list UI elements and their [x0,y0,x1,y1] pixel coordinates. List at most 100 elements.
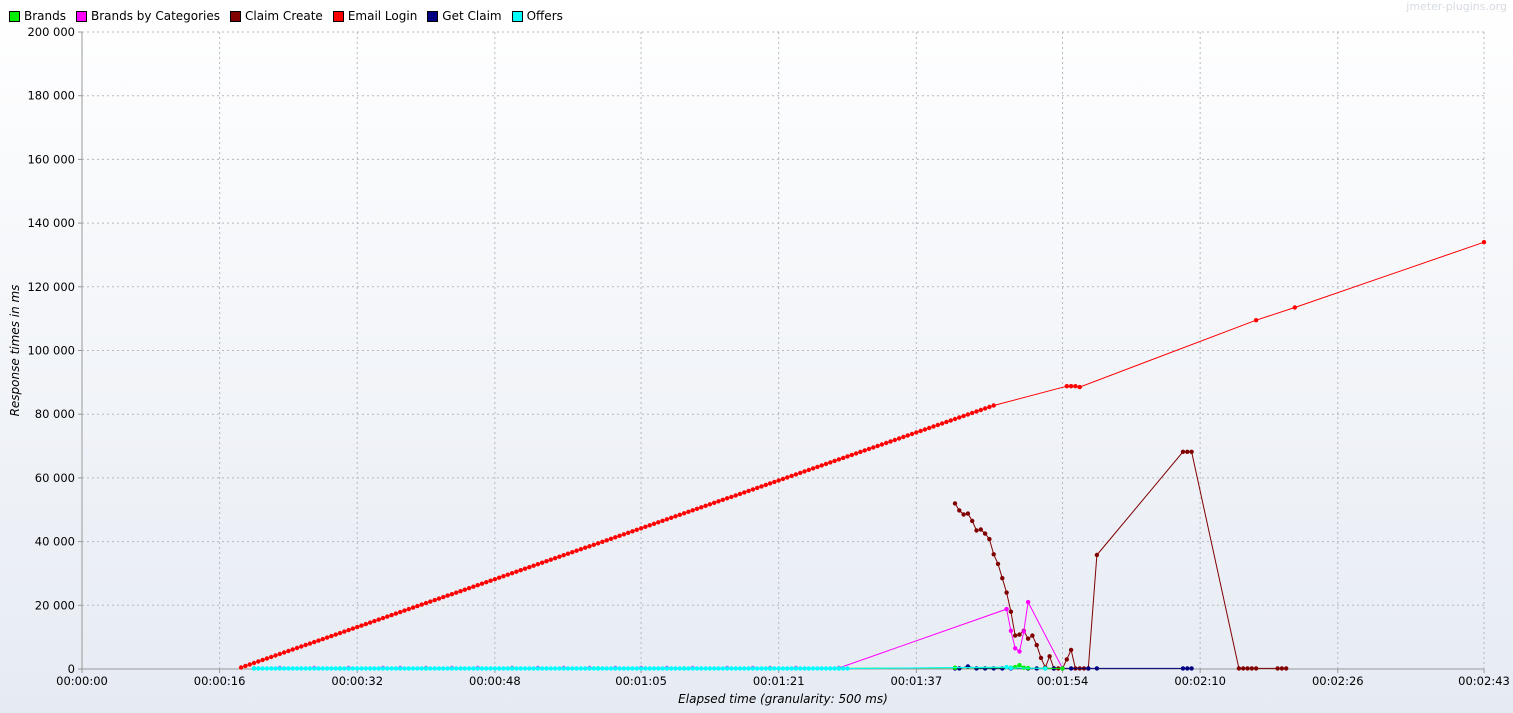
data-point-email-login [884,440,889,446]
data-point-offers [398,666,403,671]
data-point-email-login [810,466,816,471]
y-tick-label: 60 000 [35,471,75,485]
data-point-email-login [733,493,738,498]
watermark: jmeter-plugins.org [1406,0,1507,13]
data-point-email-login [393,611,399,616]
data-point-email-login [299,644,304,649]
data-point-offers [260,666,265,671]
data-point-email-login [445,593,450,598]
data-point-email-login [247,662,252,667]
y-tick-label: 120 000 [27,280,75,294]
data-point-email-login [527,565,532,570]
data-point-email-login [767,481,773,486]
data-point-email-login [342,629,347,634]
data-point-email-login [488,578,493,583]
data-point-get-claim [1185,666,1190,671]
data-point-offers [406,666,411,671]
data-point-offers [376,666,381,671]
series-line-claim-create [954,451,1287,669]
data-point-email-login [686,509,691,514]
data-point-email-login [277,651,282,657]
data-point-email-login [750,487,756,492]
data-point-claim-create [1236,666,1242,671]
data-point-email-login [656,520,661,525]
data-point-email-login [939,421,945,426]
data-point-offers [729,666,734,671]
data-point-offers [578,666,584,671]
data-point-offers [466,666,472,671]
data-point-claim-create [982,531,988,536]
data-point-email-login [677,512,682,517]
data-point-offers [832,666,837,671]
data-point-email-login [982,406,988,411]
data-point-offers [312,666,317,671]
data-point-offers [570,666,575,671]
data-point-email-login [1253,318,1259,323]
data-point-offers [497,666,502,671]
legend-swatch [9,10,20,22]
data-point-email-login [600,539,605,544]
data-point-offers [613,666,618,671]
data-point-email-login [350,626,356,631]
data-point-email-login [471,584,476,589]
data-point-email-login [561,553,566,558]
data-point-offers [776,666,781,671]
data-point-offers [634,666,639,671]
data-point-email-login [303,642,308,648]
data-point-email-login [724,496,730,501]
data-point-email-login [281,650,287,655]
data-point-offers [755,666,760,671]
data-point-offers [617,666,622,671]
data-point-email-login [755,485,760,491]
data-point-email-login [522,566,528,571]
data-point-email-login [815,464,820,470]
data-point-offers [724,666,730,671]
data-point-email-login [565,551,571,556]
data-point-offers [742,666,747,671]
data-point-email-login [1064,384,1070,389]
data-point-email-login [1481,240,1487,245]
data-point-email-login [320,636,325,642]
data-point-email-login [535,562,541,567]
data-point-offers [385,666,390,671]
data-point-offers [329,666,334,671]
data-point-claim-create [961,512,966,517]
legend-label: Get Claim [442,9,502,23]
data-point-email-login [316,638,321,643]
data-point-offers [737,666,743,671]
data-point-offers [600,666,605,671]
data-point-claim-create [1185,449,1190,454]
data-point-email-login [458,589,463,594]
data-point-offers [359,666,364,671]
data-point-offers [703,666,708,671]
data-point-claim-create [1284,666,1289,671]
data-point-offers [647,666,652,671]
data-point-email-login [385,614,390,619]
data-point-offers [759,666,764,671]
data-point-email-login [462,587,467,592]
data-point-email-login [505,572,510,577]
data-point-email-login [707,502,713,507]
data-point-claim-create [995,561,1001,567]
data-point-offers [522,666,528,671]
legend-item: Brands by Categories [76,9,220,23]
data-point-offers [716,666,721,671]
data-point-email-login [694,506,700,511]
data-point-email-login [823,461,829,467]
data-point-offers [372,666,377,671]
data-point-offers [802,666,807,671]
grid [81,31,1485,670]
data-point-email-login [828,460,833,465]
data-point-email-login [780,476,786,482]
data-point-email-login [703,503,708,508]
data-point-claim-create [1253,666,1259,671]
y-tick-label: 100 000 [27,344,75,358]
data-point-offers [845,666,850,671]
series-claim-create [952,449,1289,671]
data-point-get-claim [1068,666,1074,671]
data-point-claim-create [1064,657,1070,662]
data-point-email-login [669,515,674,520]
data-point-email-login [1068,384,1074,389]
data-point-brands-by-categories [1013,646,1018,651]
